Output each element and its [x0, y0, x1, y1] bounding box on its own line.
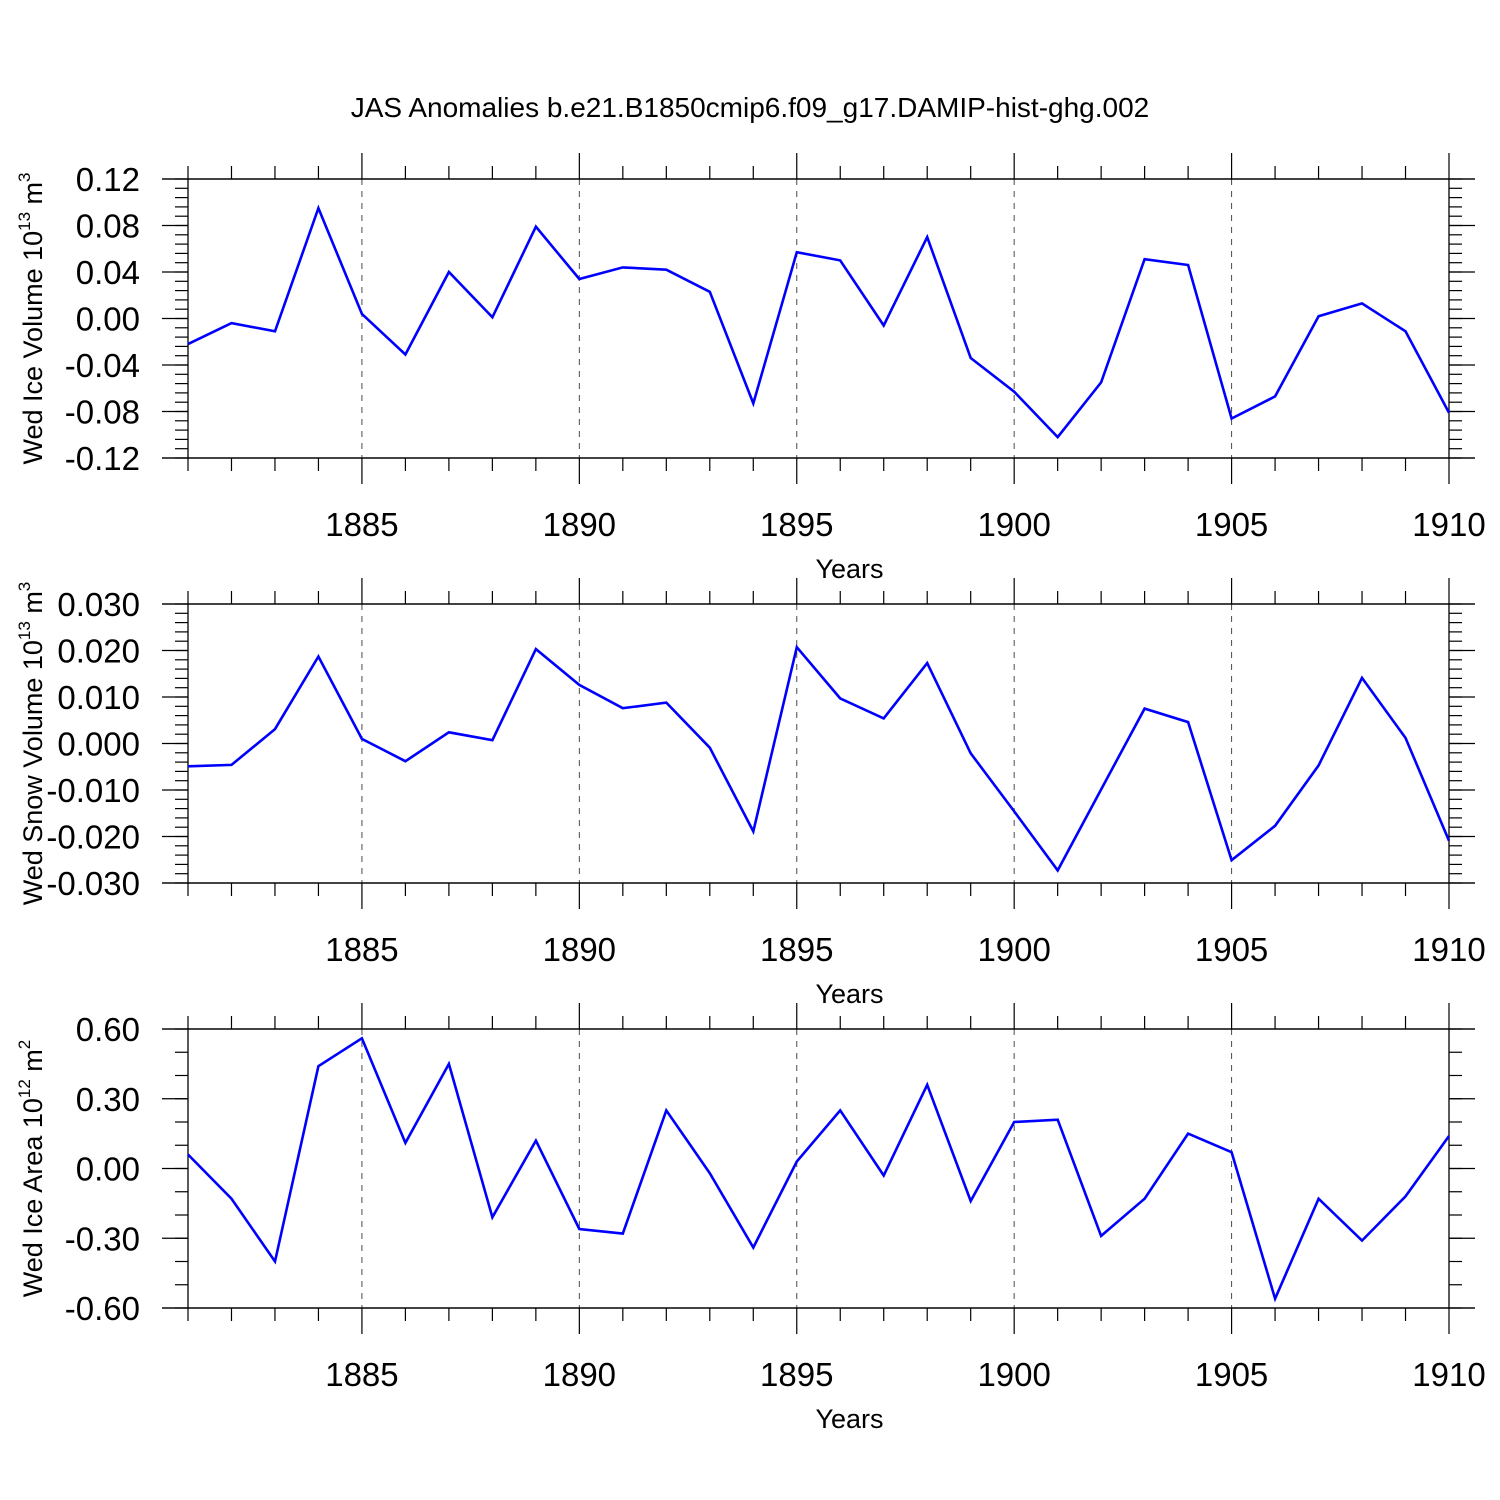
ice-volume-series-line	[187, 204, 1451, 440]
snow-volume-x-tick-label: 1885	[325, 931, 398, 968]
ice-area-y-tick-labels: -0.60 -0.30 0.00 0.30 0.60	[65, 1011, 140, 1327]
panel-ice-volume: -0.12 -0.08 -0.04 0.00 0.04 0.08 0.12 1885 1890…	[15, 153, 1486, 584]
ice-volume-plot-frame	[187, 178, 1450, 459]
ice-volume-ylabel-text: Wed Ice Volume 10	[18, 231, 48, 465]
snow-volume-y-tick-label: -0.010	[46, 772, 140, 809]
ice-area-grid	[361, 1029, 1233, 1308]
ice-volume-x-tick-label: 1905	[1195, 506, 1268, 543]
ice-volume-ylabel-unit: m	[18, 182, 48, 212]
chart-title: JAS Anomalies b.e21.B1850cmip6.f09_g17.D…	[351, 92, 1149, 123]
snow-volume-y-tick-label: -0.020	[46, 819, 140, 856]
ice-area-ylabel-exponent: 12	[15, 1079, 34, 1098]
snow-volume-ylabel-exponent: 13	[15, 621, 34, 640]
ice-volume-y-tick-label: -0.04	[65, 347, 140, 384]
ice-area-y-tick-label: 0.30	[76, 1081, 140, 1118]
ice-area-ylabel-unit-exponent: 2	[15, 1040, 34, 1049]
snow-volume-ylabel-unit: m	[18, 591, 48, 621]
ice-volume-x-tick-labels: 1885 1890 1895 1900 1905 1910	[325, 506, 1485, 543]
ice-area-x-tick-label: 1890	[543, 1356, 616, 1393]
panel-ice-area: -0.60-0.300.000.300.60 1885 1890 1895 1900 1…	[15, 1003, 1486, 1434]
ice-area-x-tick-label: 1910	[1412, 1356, 1485, 1393]
ice-volume-y-tick-labels: -0.12 -0.08 -0.04 0.00 0.04 0.08 0.12	[65, 161, 140, 477]
snow-volume-y-tick-label: 0.020	[57, 633, 140, 670]
ice-area-major-ticks	[162, 1003, 1475, 1334]
snow-volume-grid	[361, 604, 1233, 883]
ice-volume-y-tick-label: 0.08	[76, 208, 140, 245]
ice-area-x-axis-title: Years	[815, 1404, 883, 1434]
snow-volume-major-ticks	[162, 578, 1475, 909]
ice-area-y-tick-label: -0.30	[65, 1220, 140, 1257]
ice-volume-y-tick-label: 0.00	[76, 301, 140, 338]
ice-volume-grid	[361, 179, 1233, 458]
ice-area-series-line	[187, 1036, 1451, 1303]
ice-volume-x-tick-label: 1900	[977, 506, 1050, 543]
snow-volume-ylabel-text: Wed Snow Volume 10	[18, 640, 48, 905]
ice-area-ylabel-unit: m	[18, 1049, 48, 1079]
ice-area-x-tick-label: 1885	[325, 1356, 398, 1393]
ice-area-x-tick-label: 1895	[760, 1356, 833, 1393]
ice-volume-ylabel-unit-exponent: 3	[15, 172, 34, 181]
snow-volume-x-tick-label: 1905	[1195, 931, 1268, 968]
ice-volume-x-tick-label: 1895	[760, 506, 833, 543]
ice-area-y-tick-label: -0.60	[65, 1290, 140, 1327]
snow-volume-y-axis-title: Wed Snow Volume 1013 m3	[15, 582, 48, 906]
ice-volume-y-tick-label: 0.12	[76, 161, 140, 198]
ice-volume-y-tick-label: -0.08	[65, 394, 140, 431]
snow-volume-y-tick-label: 0.030	[57, 586, 140, 623]
snow-volume-x-tick-labels: 1885 1890 1895 1900 1905 1910	[325, 931, 1485, 968]
snow-volume-y-tick-label: 0.010	[57, 679, 140, 716]
ice-volume-ylabel-exponent: 13	[15, 212, 34, 231]
snow-volume-x-axis-title: Years	[815, 979, 883, 1009]
ice-area-y-tick-label: 0.00	[76, 1151, 140, 1188]
ice-volume-y-tick-label: -0.12	[65, 440, 140, 477]
ice-area-ylabel-text: Wed Ice Area 10	[18, 1098, 48, 1297]
snow-volume-series-line	[187, 644, 1451, 873]
ice-volume-x-tick-label: 1890	[543, 506, 616, 543]
ice-area-y-axis-title: Wed Ice Area 1012 m2	[15, 1040, 48, 1298]
ice-area-plot-frame	[187, 1028, 1450, 1309]
ice-volume-major-ticks	[162, 153, 1475, 484]
ice-volume-y-axis-title: Wed Ice Volume 1013 m3	[15, 172, 48, 464]
snow-volume-x-tick-label: 1900	[977, 931, 1050, 968]
snow-volume-x-tick-label: 1890	[543, 931, 616, 968]
ice-volume-x-axis-title: Years	[815, 554, 883, 584]
ice-area-x-tick-label: 1905	[1195, 1356, 1268, 1393]
snow-volume-y-tick-label: 0.000	[57, 726, 140, 763]
ice-volume-x-tick-label: 1885	[325, 506, 398, 543]
snow-volume-x-tick-label: 1895	[760, 931, 833, 968]
snow-volume-y-tick-label: -0.030	[46, 865, 140, 902]
ice-volume-x-tick-label: 1910	[1412, 506, 1485, 543]
snow-volume-ylabel-unit-exponent: 3	[15, 582, 34, 591]
snow-volume-y-tick-labels: -0.030 -0.020 -0.010 0.000 0.010 0.020 0.030	[46, 586, 140, 902]
snow-volume-x-tick-label: 1910	[1412, 931, 1485, 968]
ice-area-x-tick-labels: 1885 1890 1895 1900 1905 1910	[325, 1356, 1485, 1393]
ice-area-x-tick-label: 1900	[977, 1356, 1050, 1393]
ice-volume-y-tick-label: 0.04	[76, 254, 140, 291]
ice-area-y-tick-label: 0.60	[76, 1011, 140, 1048]
panel-snow-volume: -0.030 -0.020 -0.010 0.000 0.010 0.020 0.030 1…	[15, 578, 1486, 1009]
snow-volume-plot-frame	[187, 603, 1450, 884]
